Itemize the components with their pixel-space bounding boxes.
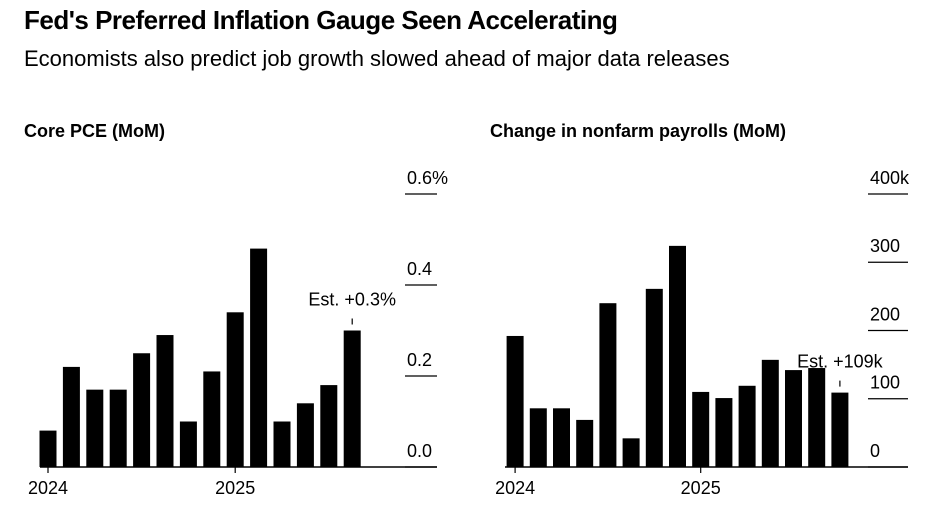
y-tick-label: 0.4 — [407, 259, 432, 279]
bar — [343, 330, 361, 467]
y-tick-label: 200 — [870, 304, 900, 324]
bar — [576, 419, 594, 467]
bar — [62, 366, 80, 467]
y-tick-label: 100 — [870, 373, 900, 393]
bar — [39, 430, 57, 467]
bar — [553, 408, 570, 467]
x-tick-label: 2025 — [681, 478, 721, 498]
x-tick-label: 2024 — [28, 478, 68, 498]
bar — [692, 391, 710, 467]
bar — [808, 368, 826, 467]
annotation: Est. +0.3% — [308, 289, 396, 309]
bar — [622, 438, 640, 467]
y-tick-label: 0 — [870, 441, 880, 461]
bar — [761, 359, 779, 467]
y-tick-label: 0.2 — [407, 350, 432, 370]
bar — [715, 398, 733, 467]
bar — [109, 389, 127, 467]
bar — [785, 370, 802, 467]
bar — [738, 385, 756, 467]
y-tick-label: 300 — [870, 236, 900, 256]
y-tick-label: 400k — [870, 168, 910, 188]
x-tick-label: 2024 — [495, 478, 535, 498]
annotation: Est. +109k — [797, 351, 884, 371]
bar — [156, 335, 174, 467]
title: Fed's Preferred Inflation Gauge Seen Acc… — [24, 5, 617, 35]
bar — [250, 248, 268, 467]
bar — [133, 353, 151, 467]
bar — [320, 385, 338, 467]
bar — [203, 371, 221, 467]
bar — [529, 408, 547, 467]
bar — [645, 288, 663, 467]
bar — [179, 421, 197, 467]
chart-title: Core PCE (MoM) — [24, 121, 165, 141]
bar — [669, 245, 686, 467]
x-tick-label: 2025 — [215, 478, 255, 498]
y-tick-label: 0.6% — [407, 168, 448, 188]
chart-title: Change in nonfarm payrolls (MoM) — [490, 121, 786, 141]
bar — [273, 421, 291, 467]
bar — [506, 335, 524, 467]
bar — [226, 312, 244, 467]
y-tick-label: 0.0 — [407, 441, 432, 461]
bar — [831, 392, 849, 467]
bar — [599, 303, 617, 467]
subtitle: Economists also predict job growth slowe… — [24, 46, 730, 71]
bar — [296, 403, 314, 467]
bar — [86, 389, 104, 467]
